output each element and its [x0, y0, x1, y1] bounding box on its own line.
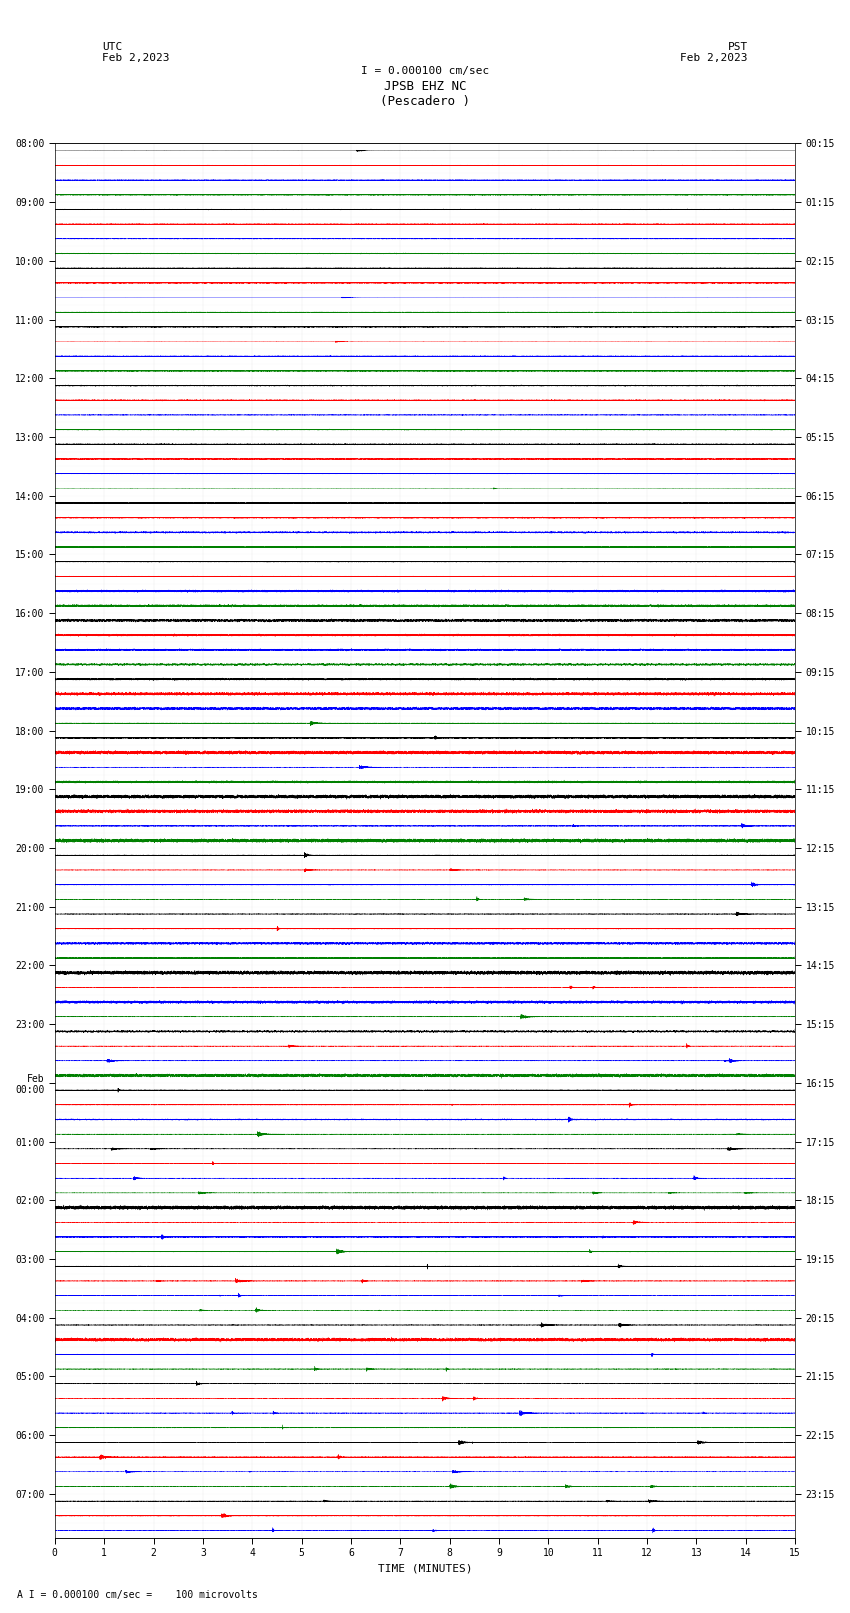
Text: PST: PST: [728, 42, 748, 52]
Text: Feb 2,2023: Feb 2,2023: [681, 53, 748, 63]
Title: JPSB EHZ NC
(Pescadero ): JPSB EHZ NC (Pescadero ): [380, 79, 470, 108]
X-axis label: TIME (MINUTES): TIME (MINUTES): [377, 1565, 473, 1574]
Text: I = 0.000100 cm/sec: I = 0.000100 cm/sec: [361, 66, 489, 76]
Text: Feb 2,2023: Feb 2,2023: [102, 53, 169, 63]
Text: A I = 0.000100 cm/sec =    100 microvolts: A I = 0.000100 cm/sec = 100 microvolts: [17, 1590, 258, 1600]
Text: UTC: UTC: [102, 42, 122, 52]
